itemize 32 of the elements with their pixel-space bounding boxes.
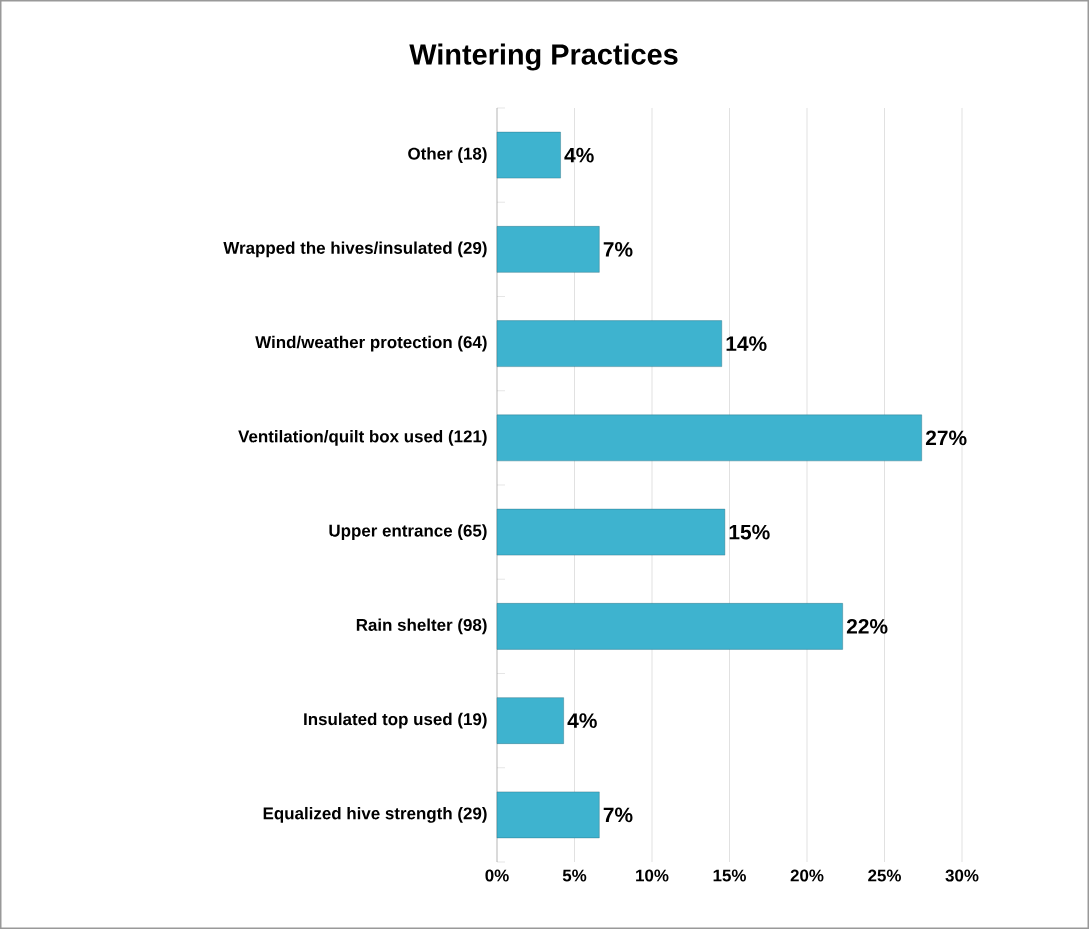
bar bbox=[496, 226, 600, 273]
bar bbox=[496, 131, 561, 179]
x-tick-label: 30% bbox=[945, 869, 979, 882]
x-tick-label: 25% bbox=[868, 869, 901, 882]
x-tick-label: 15% bbox=[713, 869, 746, 882]
x-tick-label: 5% bbox=[562, 869, 587, 882]
x-tick-label: 10% bbox=[636, 869, 669, 882]
bar bbox=[496, 414, 922, 462]
y-tick-label: Ventilation/quilt box used (121) bbox=[238, 429, 487, 446]
data-label: 7% bbox=[603, 807, 633, 823]
y-tick-label: Insulated top used (19) bbox=[304, 712, 487, 729]
bar bbox=[496, 508, 726, 556]
data-label: 15% bbox=[729, 524, 770, 540]
y-tick-label: Rain shelter (98) bbox=[356, 618, 487, 635]
data-label: 14% bbox=[726, 336, 767, 351]
data-label: 4% bbox=[567, 713, 597, 728]
chart-title: Wintering Practices bbox=[409, 43, 678, 71]
data-label: 4% bbox=[564, 147, 594, 163]
x-tick-label: 20% bbox=[790, 869, 824, 882]
data-label: 22% bbox=[846, 618, 888, 634]
x-tick-label: 0% bbox=[485, 869, 509, 882]
bar bbox=[496, 791, 600, 839]
y-tick-label: Other (18) bbox=[408, 147, 487, 164]
y-tick-label: Wind/weather protection (64) bbox=[255, 335, 487, 352]
y-tick-label: Upper entrance (65) bbox=[329, 524, 487, 541]
bar bbox=[496, 697, 564, 744]
bar bbox=[496, 320, 722, 367]
y-tick-label: Equalized hive strength (29) bbox=[263, 806, 487, 823]
y-tick-label: Wrapped the hives/insulated (29) bbox=[223, 241, 487, 258]
bar bbox=[496, 603, 843, 650]
data-label: 27% bbox=[925, 430, 967, 446]
data-label: 7% bbox=[603, 242, 633, 257]
